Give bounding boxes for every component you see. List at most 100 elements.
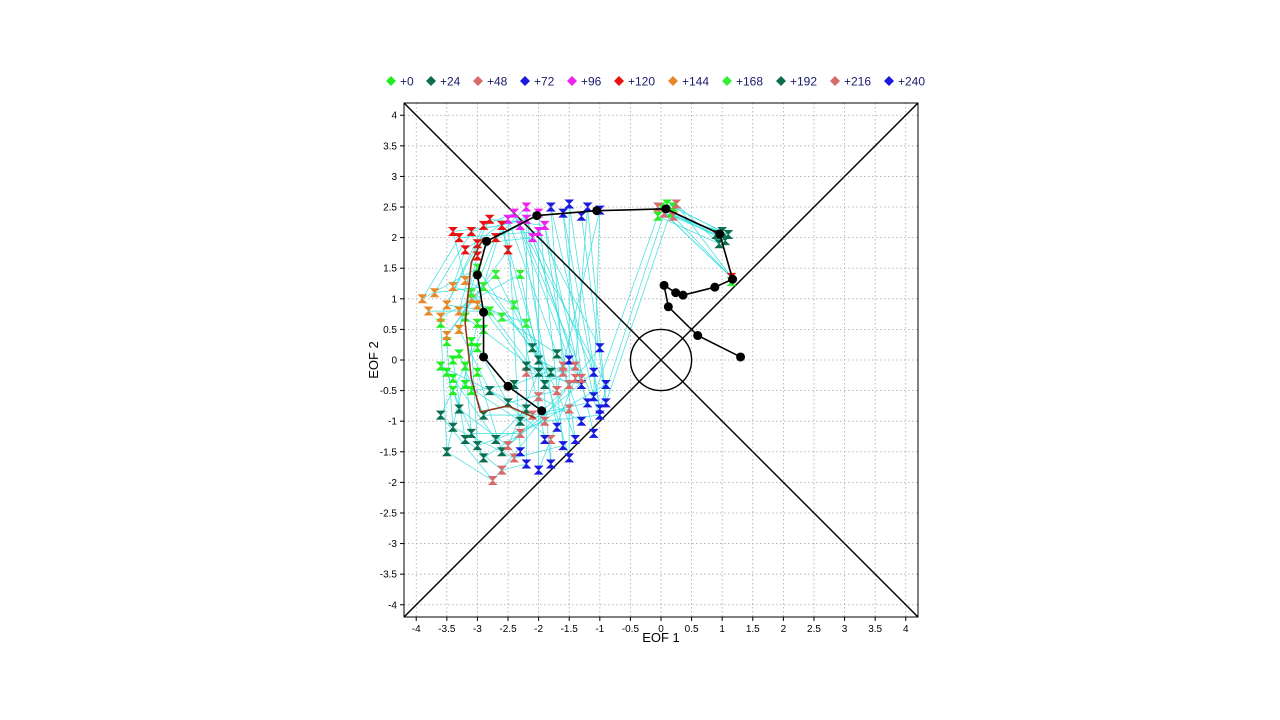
mean-point <box>503 381 513 391</box>
legend-label: +0 <box>400 75 414 89</box>
ensemble-link <box>483 433 521 459</box>
ensemble-marker <box>515 269 526 279</box>
mean-point <box>472 270 482 280</box>
ensemble-link <box>452 224 502 232</box>
ensemble-link <box>501 463 527 471</box>
ensemble-marker <box>539 379 550 389</box>
ensemble-marker <box>552 386 562 396</box>
ensemble-link <box>465 280 515 306</box>
ensemble-marker <box>576 211 587 221</box>
mean-point <box>715 229 725 239</box>
ensemble-link <box>434 286 484 294</box>
ensemble-marker <box>545 367 556 377</box>
ensemble-link <box>495 225 521 238</box>
legend-diamond-icon <box>830 76 840 86</box>
legend-entry: +240 <box>884 75 925 89</box>
ensemble-link <box>440 323 448 452</box>
ensemble-marker <box>545 202 556 212</box>
legend-label: +48 <box>487 75 508 89</box>
ensemble-marker <box>496 312 507 322</box>
ensemble-marker <box>441 447 452 457</box>
ensemble-marker <box>601 398 611 408</box>
legend-diamond-icon <box>386 76 396 86</box>
ensemble-marker <box>478 282 489 292</box>
ensemble-link <box>440 414 494 481</box>
mean-tracks <box>464 204 746 419</box>
ensemble-link <box>593 210 601 397</box>
ensemble-link <box>538 213 564 446</box>
ensemble-link <box>550 206 564 373</box>
x-tick-label: 1.5 <box>746 624 760 635</box>
x-tick-label: -3.5 <box>438 624 456 635</box>
x-tick-label: 2 <box>781 624 787 635</box>
legend-label: +144 <box>682 75 709 89</box>
legend-entry: +168 <box>722 75 763 89</box>
legend-entry: +216 <box>830 75 871 89</box>
ensemble-marker <box>490 233 501 243</box>
mean-point <box>659 280 669 290</box>
y-tick-label: 1.5 <box>383 264 397 275</box>
ensemble-marker <box>496 220 507 230</box>
mean-point <box>678 290 688 300</box>
legend-label: +96 <box>581 75 602 89</box>
ensemble-marker <box>653 211 663 221</box>
analysis-track <box>464 237 536 419</box>
ensemble-marker <box>539 435 550 445</box>
y-tick-label: -2 <box>388 478 397 489</box>
legend-entry: +120 <box>614 75 655 89</box>
ensemble-marker <box>490 269 501 279</box>
ensemble-marker <box>588 392 599 402</box>
legend-diamond-icon <box>776 76 786 86</box>
ensemble-marker <box>533 465 544 475</box>
ensemble-marker <box>515 428 526 438</box>
ensemble-marker <box>521 318 532 328</box>
ensemble-link <box>657 206 732 278</box>
ensemble-marker <box>558 441 569 451</box>
ensemble-marker <box>460 435 471 445</box>
ensemble-marker <box>533 367 544 377</box>
ensemble-marker <box>564 379 575 389</box>
y-tick-label: -4 <box>388 600 397 611</box>
ensemble-marker <box>503 441 513 451</box>
legend-entry: +144 <box>668 75 709 89</box>
ensemble-marker <box>448 373 458 383</box>
ensemble-marker <box>435 361 446 371</box>
ensemble-link <box>434 231 472 293</box>
legend-label: +216 <box>844 75 871 89</box>
ensemble-marker <box>552 349 562 359</box>
x-tick-label: 0.5 <box>685 624 699 635</box>
y-tick-label: 0 <box>391 356 397 367</box>
ensemble-link <box>672 215 732 278</box>
mean-point <box>661 204 671 214</box>
mean-point <box>663 302 673 312</box>
mean-point <box>479 307 489 317</box>
ensemble-marker <box>466 227 477 236</box>
ensemble-link <box>501 316 558 355</box>
ensemble-marker <box>570 361 581 371</box>
ensemble-link <box>477 225 503 306</box>
ensemble-link <box>599 203 668 410</box>
ensemble-link <box>605 213 671 403</box>
ensemble-marker <box>490 435 501 445</box>
ensemble-marker <box>564 199 575 209</box>
ensemble-marker <box>545 435 556 445</box>
diagonal-line <box>403 102 919 618</box>
ensemble-marker <box>460 245 471 255</box>
ensemble-marker <box>460 275 471 285</box>
ensemble-marker <box>503 245 513 255</box>
legend-label: +240 <box>898 75 925 89</box>
x-tick-label: 3.5 <box>868 624 882 635</box>
y-tick-label: 0.5 <box>383 325 397 336</box>
x-axis-ticks: -4 -3.5 -3 -2.5 -2 -1.5 -1 -0.5 0 0.5 1 1.5 2 2.5 3 3.5… <box>412 617 909 635</box>
legend: +0 +24 +48 +72 +96 +120 +144 +168 +192 +216 +240 <box>386 75 925 89</box>
x-tick-label: -2.5 <box>499 624 517 635</box>
ensemble-link <box>501 225 570 459</box>
ensemble-marker <box>564 453 575 463</box>
y-axis-label: EOF 2 <box>366 341 381 379</box>
x-tick-label: -0.5 <box>622 624 640 635</box>
ensemble-link <box>562 213 582 379</box>
mean-point <box>728 274 738 284</box>
ensemble-link <box>507 371 594 446</box>
ensemble-marker <box>454 233 464 243</box>
